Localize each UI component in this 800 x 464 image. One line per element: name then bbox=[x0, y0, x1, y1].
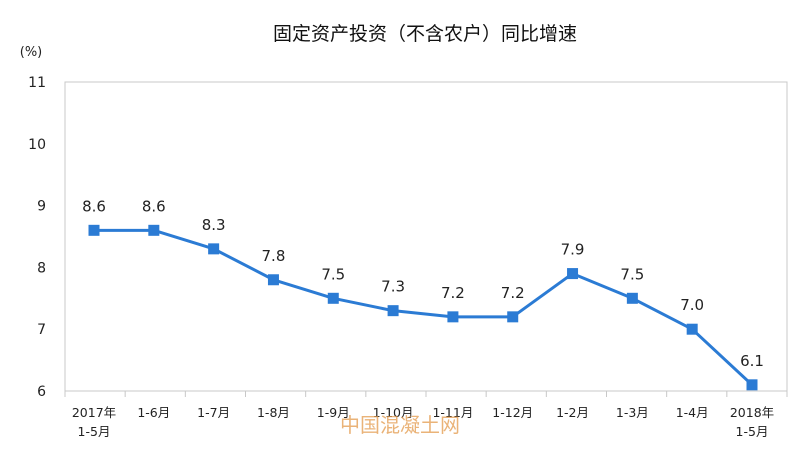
x-tick-label: 1-8月 bbox=[257, 405, 290, 420]
x-tick-label: 1-4月 bbox=[676, 405, 709, 420]
data-point bbox=[567, 268, 579, 280]
data-label: 7.8 bbox=[262, 247, 286, 265]
data-label: 7.9 bbox=[561, 241, 585, 259]
data-label: 8.6 bbox=[142, 197, 166, 215]
data-label: 7.2 bbox=[501, 284, 525, 302]
data-label: 7.2 bbox=[441, 284, 465, 302]
data-label: 7.0 bbox=[680, 296, 704, 314]
y-tick-label: 7 bbox=[37, 322, 46, 338]
data-label: 8.6 bbox=[82, 197, 106, 215]
data-point bbox=[507, 311, 519, 323]
data-point bbox=[88, 224, 100, 236]
x-tick-label: 2017年 1-5月 bbox=[72, 405, 116, 439]
y-tick-label: 8 bbox=[37, 260, 46, 276]
x-tick-label: 1-11月 bbox=[432, 405, 473, 420]
y-tick-label: 6 bbox=[37, 384, 46, 400]
y-tick-label: 9 bbox=[37, 199, 46, 215]
x-axis: 2017年 1-5月 1-6月 1-7月 1-8月 1-9月 1-10月 1-11月 1-12月… bbox=[64, 391, 788, 439]
series-line bbox=[94, 228, 754, 386]
data-point bbox=[327, 292, 339, 304]
data-point bbox=[746, 379, 758, 391]
y-tick-label: 10 bbox=[28, 137, 46, 153]
watermark-text: 中国混凝土网 bbox=[340, 413, 460, 437]
data-point bbox=[148, 224, 160, 236]
data-point bbox=[208, 243, 220, 255]
x-tick-label: 1-9月 bbox=[317, 405, 350, 420]
data-label: 7.5 bbox=[620, 265, 644, 283]
x-tick-label: 1-6月 bbox=[137, 405, 170, 420]
y-tick-label: 11 bbox=[28, 75, 46, 91]
x-tick-label: 1-7月 bbox=[197, 405, 230, 420]
x-tick-label: 1-12月 bbox=[492, 405, 533, 420]
y-axis: 11 10 9 8 7 6 bbox=[28, 75, 46, 400]
data-point bbox=[267, 274, 279, 286]
data-point bbox=[626, 292, 638, 304]
x-tick-label: 1-3月 bbox=[616, 405, 649, 420]
data-point bbox=[447, 311, 459, 323]
x-tick-label: 1-10月 bbox=[373, 405, 414, 420]
series: 8.6 8.6 8.3 7.8 7.5 7.3 7.2 7.2 7.9 7.5 7.0 6.1 bbox=[82, 197, 764, 391]
y-axis-unit: (%) bbox=[20, 45, 43, 60]
data-label: 8.3 bbox=[202, 216, 226, 234]
x-tick-label: 1-2月 bbox=[556, 405, 589, 420]
data-point bbox=[686, 323, 698, 335]
data-label: 7.3 bbox=[381, 278, 405, 296]
chart-title: 固定资产投资（不含农户）同比增速 bbox=[273, 23, 577, 45]
x-tick-label: 2018年 1-5月 bbox=[730, 405, 774, 439]
data-point bbox=[387, 305, 399, 317]
data-label: 7.5 bbox=[321, 265, 345, 283]
data-label: 6.1 bbox=[740, 352, 764, 370]
